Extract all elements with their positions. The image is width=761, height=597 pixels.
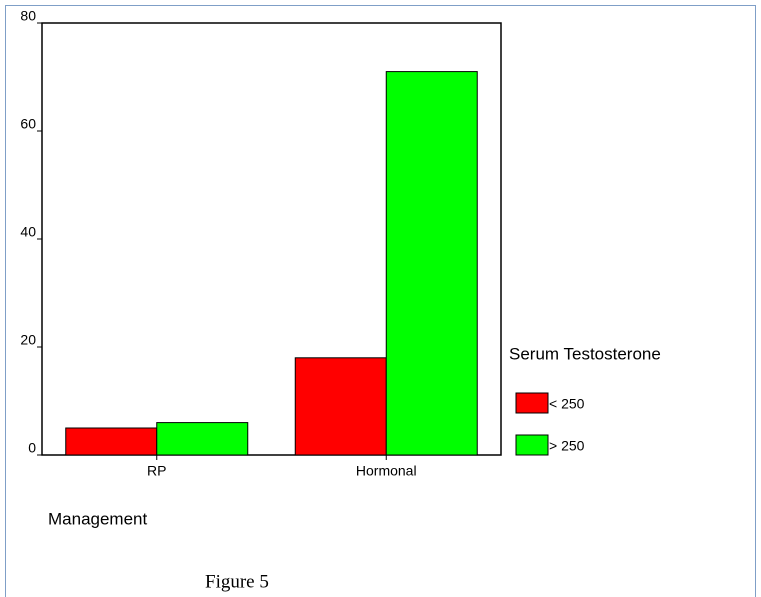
bar	[65, 427, 158, 456]
caption: Figure 5	[205, 571, 269, 592]
y-tick-label: 80	[20, 8, 36, 24]
legend-label: > 250	[549, 438, 585, 454]
x-tick-label: Hormonal	[356, 463, 417, 479]
y-tick-label: 0	[28, 440, 36, 456]
y-tick-label: 40	[20, 224, 36, 240]
bar	[385, 71, 478, 456]
legend-swatch	[515, 392, 549, 414]
bar	[156, 422, 249, 456]
x-axis-label: Management	[48, 509, 148, 528]
legend-title: Serum Testosterone	[509, 344, 661, 363]
frame	[5, 5, 756, 597]
x-tick-label: RP	[147, 463, 166, 479]
legend-label: < 250	[549, 396, 585, 412]
y-tick-label: 60	[20, 116, 36, 132]
y-tick-label: 20	[20, 332, 36, 348]
bar	[294, 357, 387, 456]
legend-swatch	[515, 434, 549, 456]
